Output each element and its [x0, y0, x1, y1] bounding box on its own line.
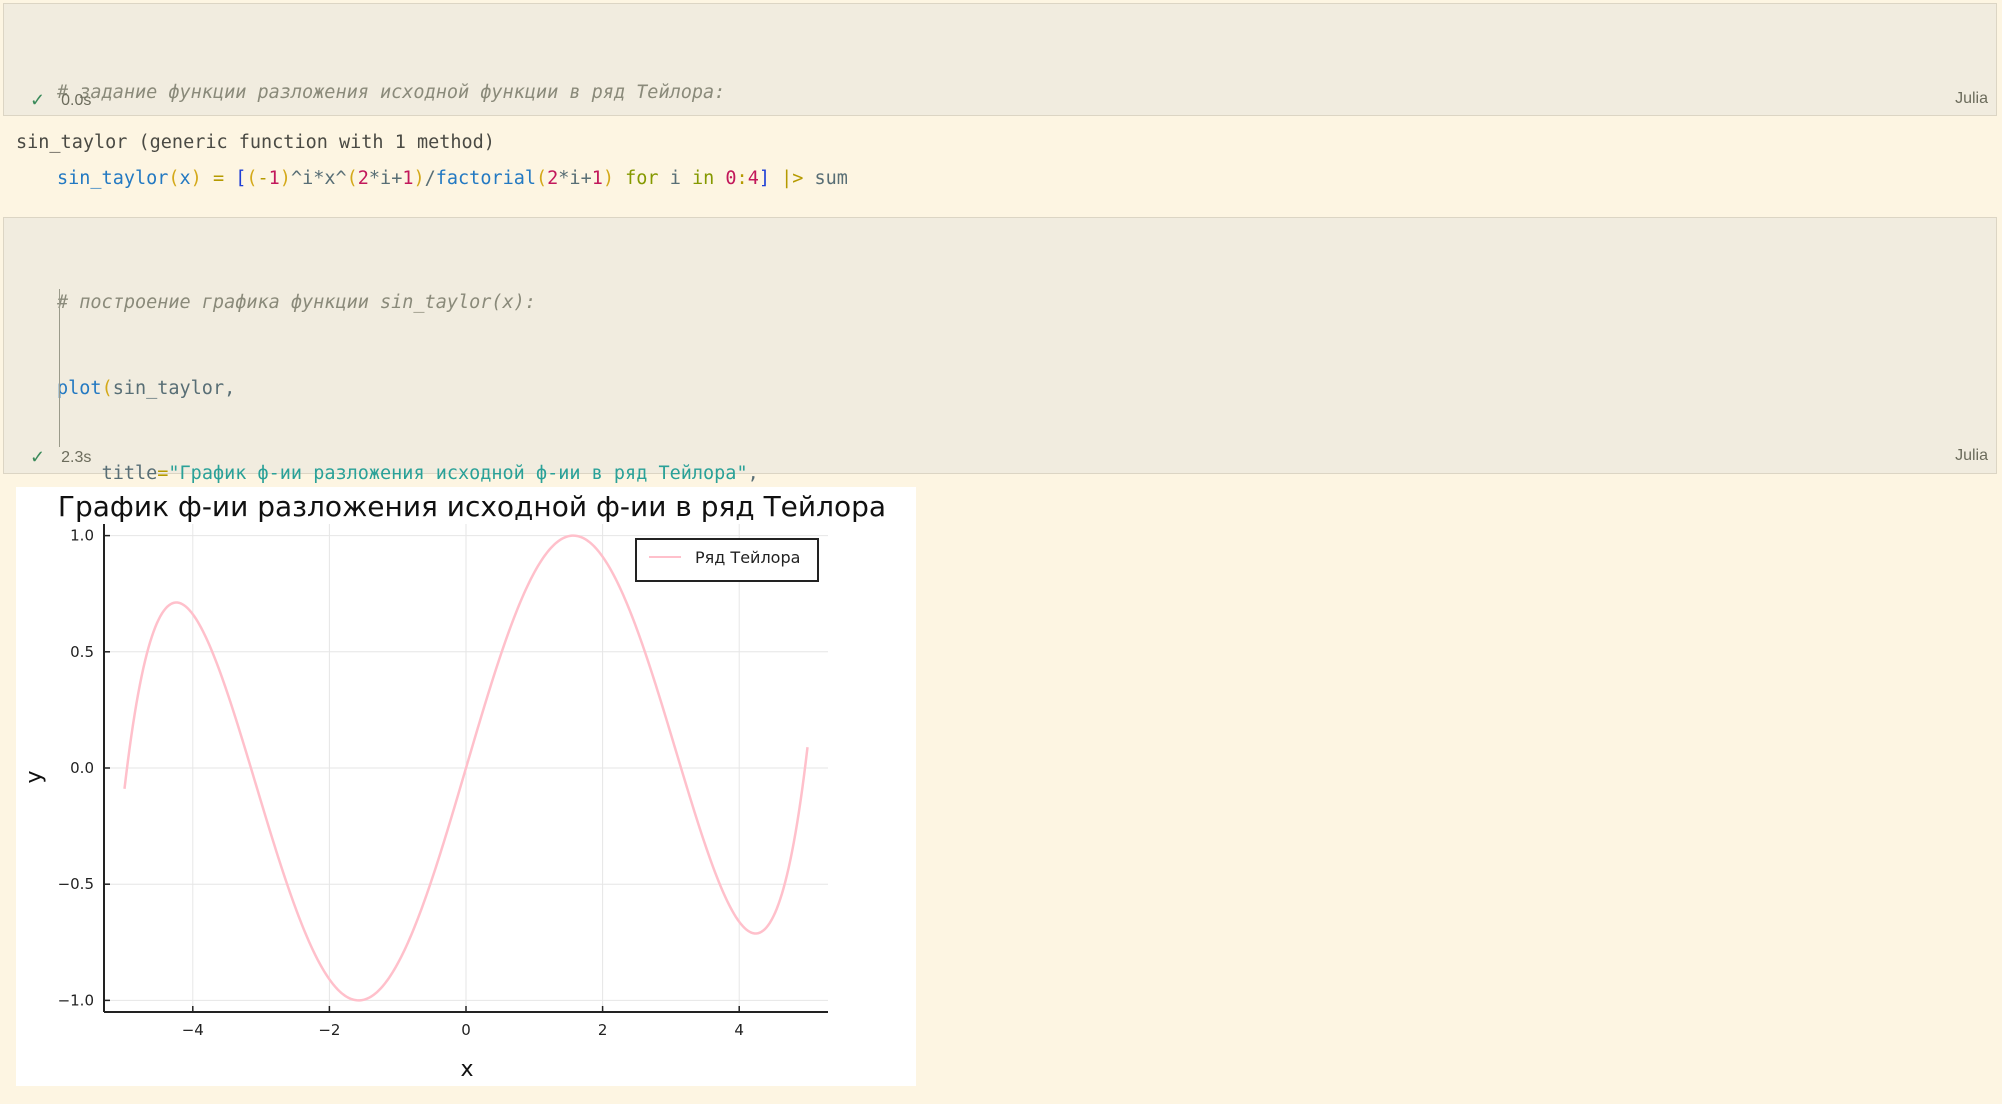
series	[123, 534, 809, 1002]
code-cell-2[interactable]: # построение графика функции sin_taylor(…	[3, 217, 1997, 826]
code-line: sin_taylor(x) = [(-1)^i*x^(2*i+1)/factor…	[57, 167, 848, 189]
y-tick-label: 1.0	[70, 527, 94, 545]
legend-box	[635, 538, 819, 582]
x-tick-label: −4	[182, 1021, 204, 1039]
execution-status: ✓ 0.0s	[30, 90, 91, 111]
plot-output: График ф-ии разложения исходной ф-ии в р…	[16, 487, 916, 1086]
indent-guide	[59, 289, 60, 447]
x-tick-label: 4	[734, 1021, 744, 1039]
y-axis-label: y	[22, 770, 47, 783]
y-tick-label: 0.0	[70, 759, 94, 777]
check-icon: ✓	[30, 447, 46, 467]
code-cell-1[interactable]: # задание функции разложения исходной фу…	[3, 3, 1997, 189]
y-tick-label: 0.5	[70, 643, 94, 661]
x-tick-label: 0	[461, 1021, 471, 1039]
execution-time: 0.0s	[61, 91, 92, 109]
language-label[interactable]: Julia	[1955, 90, 1988, 107]
execution-time: 2.3s	[61, 448, 92, 466]
code-editor[interactable]: # задание функции разложения исходной фу…	[57, 22, 848, 250]
series-line	[123, 534, 809, 1002]
x-tick-label: 2	[598, 1021, 608, 1039]
code-comment: # построение графика функции sin_taylor(…	[57, 292, 536, 313]
y-tick-label: −1.0	[58, 991, 94, 1009]
chart-title: График ф-ии разложения исходной ф-ии в р…	[58, 490, 886, 523]
execution-status: ✓ 2.3s	[30, 447, 91, 468]
code-line: plot(sin_taylor,	[57, 377, 236, 399]
legend-label: Ряд Тейлора	[695, 548, 800, 567]
y-tick-label: −0.5	[58, 875, 94, 893]
check-icon: ✓	[30, 90, 46, 110]
code-comment: # задание функции разложения исходной фу…	[57, 82, 726, 103]
legend: Ряд Тейлора	[635, 538, 819, 582]
cell-output-text: sin_taylor (generic function with 1 meth…	[16, 132, 495, 153]
x-tick-label: −2	[318, 1021, 340, 1039]
chart-svg: График ф-ии разложения исходной ф-ии в р…	[22, 490, 886, 1082]
language-label[interactable]: Julia	[1955, 447, 1988, 464]
x-axis-label: x	[460, 1057, 473, 1082]
ticks: −4 −2 0 2 4 −1.0 −0.5 0.0 0.5 1.0	[58, 527, 744, 1039]
grid	[104, 524, 828, 1012]
code-line: title="График ф-ии разложения исходной ф…	[101, 463, 759, 484]
